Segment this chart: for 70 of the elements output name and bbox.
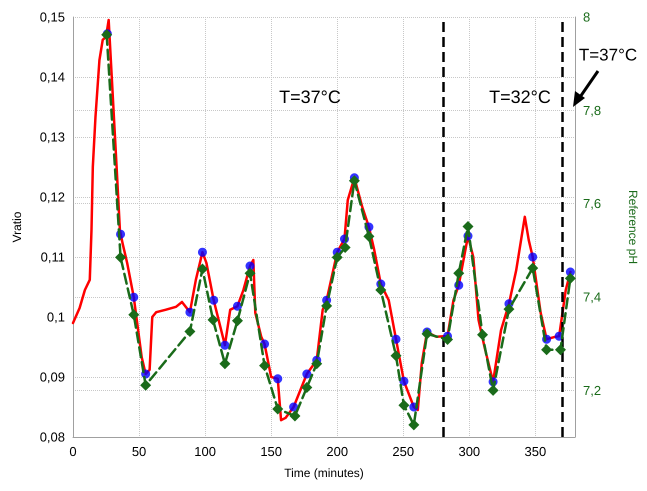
point [348,175,360,186]
point [363,230,374,242]
point [527,262,538,274]
point [184,326,196,338]
point [340,242,351,254]
point [503,304,514,315]
point [140,380,152,391]
x-tick-label: 100 [194,444,216,459]
point [541,344,552,356]
point [115,252,126,263]
y-tick-label: 0,14 [40,70,65,84]
y-tick-label: 0,08 [40,430,65,444]
point [564,272,576,284]
point [375,284,386,296]
point [398,400,410,411]
point [477,329,488,340]
text: T=37°C [578,46,638,64]
y2-tick-label: 7,8 [583,102,602,118]
x-tick-label: 350 [524,444,546,459]
y-tick-label: 0,1 [46,310,65,324]
point [209,296,218,305]
x-tick-label: 200 [326,444,348,459]
x-tick-label: 50 [132,444,146,459]
y-axis-title: Vratio [10,211,24,242]
point [273,374,282,384]
x-tick-label: 150 [260,444,282,459]
point [301,382,312,394]
annotation: T=32°C [489,87,551,107]
point [198,248,207,257]
point [220,340,230,350]
y2-tick-label: 8 [583,10,590,24]
x-axis-title: Time (minutes) [284,466,364,480]
point [232,302,242,311]
annotation: T=37°C [279,87,341,107]
point [128,309,140,320]
x-tick-label: 250 [392,444,414,459]
x-tick-label: 300 [458,444,480,459]
point [399,376,408,386]
point [289,402,298,412]
point [422,328,433,340]
y2-tick-label: 7,4 [583,290,602,304]
point [272,404,284,414]
point [462,221,474,232]
point [554,344,566,356]
point [259,360,270,372]
y-tick-label: 0,09 [40,370,65,384]
point [219,358,230,370]
point [488,384,499,396]
point [453,268,464,279]
point [302,370,312,378]
point [390,350,402,362]
y-tick-label: 0,13 [40,130,65,144]
point [244,268,256,279]
point [208,314,219,326]
point [196,264,208,274]
y-tick-label: 0,15 [40,10,65,24]
point [232,315,243,326]
x-tick-label: 0 [69,444,77,459]
y-tick-label: 0,11 [40,250,65,264]
point [528,252,538,262]
y-tick-label: 0,12 [40,190,65,204]
point [442,334,454,345]
y2-tick-label: 7,2 [583,382,602,398]
point [311,358,322,370]
y2-tick-label: 7,6 [583,196,602,212]
point [321,300,332,312]
point [332,252,343,263]
point [408,419,420,430]
point [289,410,300,422]
y2-axis-title: Reference pH [626,190,640,264]
